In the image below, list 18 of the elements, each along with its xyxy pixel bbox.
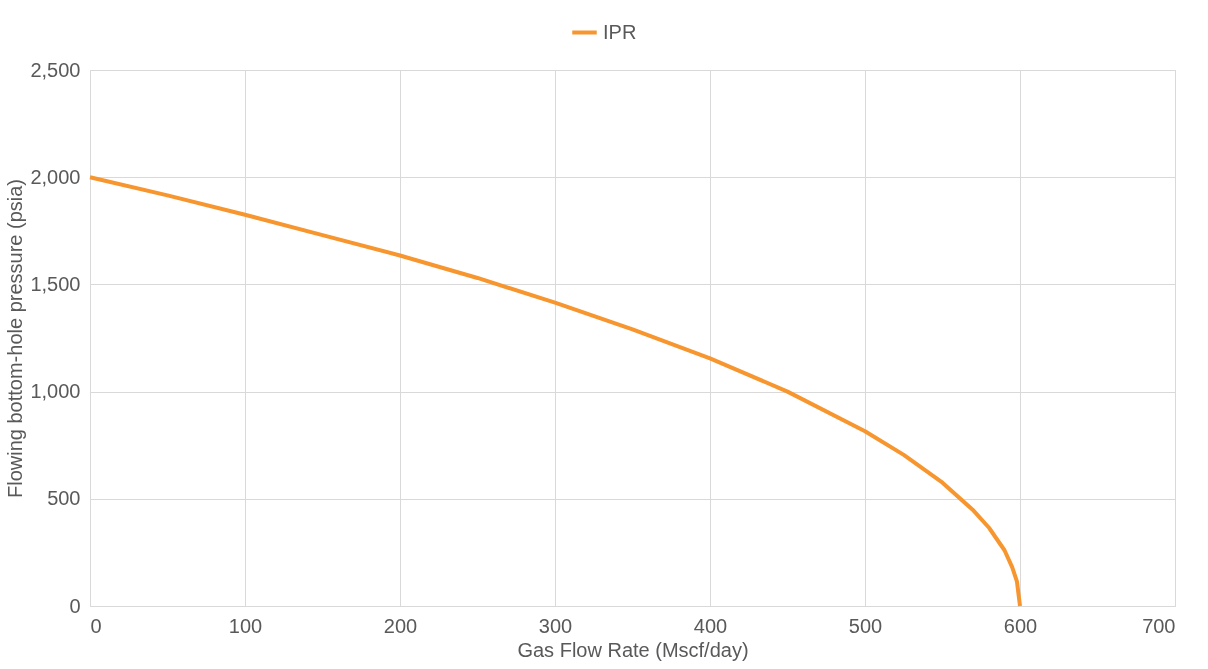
x-tick-label: 0 — [90, 614, 102, 637]
y-tick-label: 500 — [47, 487, 81, 510]
x-axis-title: Gas Flow Rate (Mscf/day) — [517, 638, 749, 661]
legend-label: IPR — [603, 20, 637, 43]
y-tick-label: 1,000 — [30, 380, 81, 403]
x-tick-label: 300 — [538, 614, 573, 637]
x-tick-label: 400 — [693, 614, 728, 637]
y-tick-label: 1,500 — [30, 272, 81, 295]
x-tick-label: 500 — [848, 614, 883, 637]
x-tick-label: 600 — [1003, 614, 1038, 637]
y-axis-title: Flowing bottom-hole pressure (psia) — [4, 178, 27, 499]
y-tick-label: 0 — [69, 594, 81, 617]
line-series — [88, 175, 1022, 608]
y-tick-label: 2,500 — [30, 58, 81, 81]
x-tick-label: 100 — [228, 614, 263, 637]
x-tick-label: 200 — [383, 614, 418, 637]
y-tick-label: 2,000 — [30, 165, 81, 188]
x-tick-label: 700 — [1142, 614, 1176, 637]
